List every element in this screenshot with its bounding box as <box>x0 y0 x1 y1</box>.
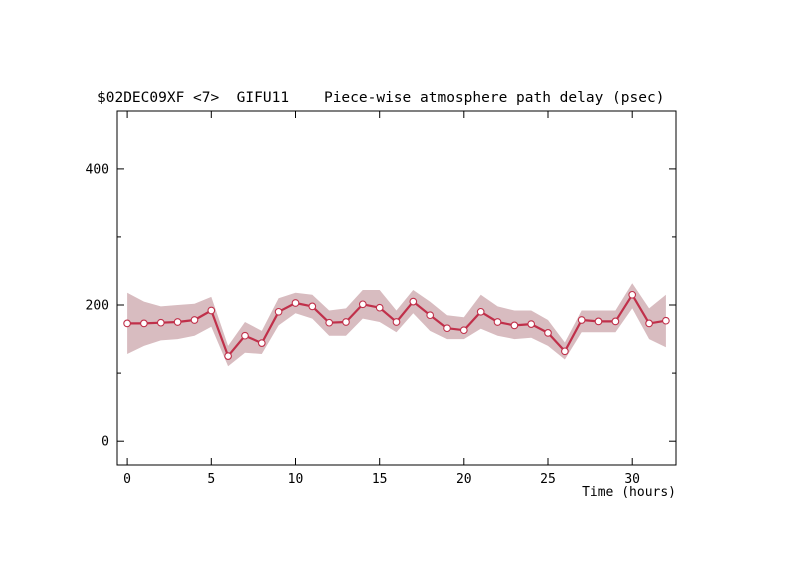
data-point <box>358 300 367 309</box>
data-point <box>190 316 199 324</box>
data-point <box>241 331 249 340</box>
data-point <box>308 302 317 311</box>
data-point <box>611 317 620 326</box>
data-point <box>291 299 300 307</box>
data-point <box>527 320 536 328</box>
data-point <box>409 297 418 306</box>
data-point <box>392 318 401 326</box>
y-tick-label: 0 <box>101 435 109 450</box>
data-point <box>173 318 182 326</box>
x-tick-labels: 0 5 10 15 20 25 30 <box>123 472 640 487</box>
data-point <box>274 307 283 316</box>
data-point <box>375 303 384 312</box>
data-point <box>577 316 586 324</box>
x-tick-label: 15 <box>372 472 388 487</box>
data-point <box>156 318 165 327</box>
data-point <box>443 324 451 333</box>
data-point <box>510 321 519 330</box>
data-point <box>594 317 603 326</box>
data-point <box>459 326 468 335</box>
chart-title: $02DEC09XF <7> GIFU11 Piece-wise atmosph… <box>97 90 664 106</box>
data-point <box>476 307 485 316</box>
data-point <box>123 319 131 328</box>
plot-frame <box>116 110 677 466</box>
data-point <box>325 318 334 327</box>
y-tick-label: 400 <box>86 162 109 177</box>
data-markers <box>123 290 670 360</box>
axis-ticks <box>117 111 676 465</box>
data-point <box>544 329 552 337</box>
x-tick-label: 20 <box>456 472 472 487</box>
data-point <box>645 319 653 328</box>
data-point <box>493 318 502 326</box>
x-tick-label: 0 <box>123 472 131 487</box>
data-point <box>426 311 435 320</box>
data-point <box>207 306 216 315</box>
y-tick-label: 200 <box>86 299 109 314</box>
data-point <box>140 319 148 328</box>
x-tick-label: 30 <box>624 472 640 487</box>
x-axis-label: Time (hours) <box>582 485 676 500</box>
data-point <box>561 347 569 356</box>
data-point <box>257 339 266 347</box>
data-point <box>628 290 637 299</box>
x-tick-label: 25 <box>540 472 556 487</box>
data-point <box>224 352 232 360</box>
data-point <box>662 316 670 325</box>
x-tick-label: 10 <box>288 472 304 487</box>
y-tick-labels: 0 200 400 <box>86 162 109 449</box>
x-tick-label: 5 <box>207 472 215 487</box>
data-point <box>342 318 350 326</box>
